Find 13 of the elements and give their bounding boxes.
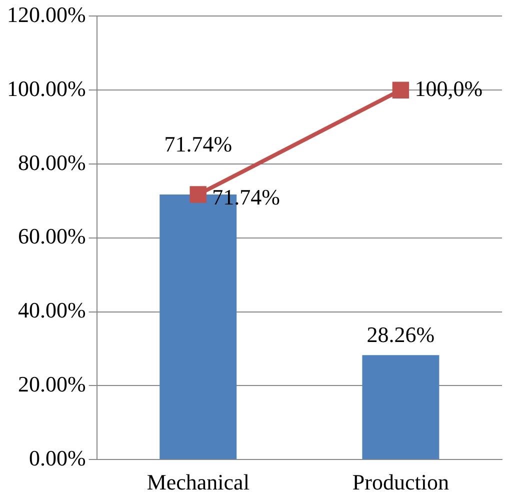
y-tick-label: 0.00%	[29, 445, 86, 470]
data-label: 71.74%	[164, 131, 232, 156]
y-tick-label: 120.00%	[7, 2, 86, 27]
data-label: 28.26%	[366, 322, 435, 347]
x-tick-label: Mechanical	[146, 470, 250, 495]
y-tick-label: 40.00%	[18, 298, 86, 323]
y-tick-label: 100.00%	[7, 76, 86, 101]
y-tick-label: 60.00%	[18, 224, 86, 249]
data-label: 71.74%	[212, 184, 280, 210]
y-tick-label: 80.00%	[18, 150, 86, 175]
x-tick-label: Production	[352, 470, 449, 495]
y-tick-label: 20.00%	[18, 371, 86, 396]
data-label: 100,0%	[414, 76, 483, 101]
